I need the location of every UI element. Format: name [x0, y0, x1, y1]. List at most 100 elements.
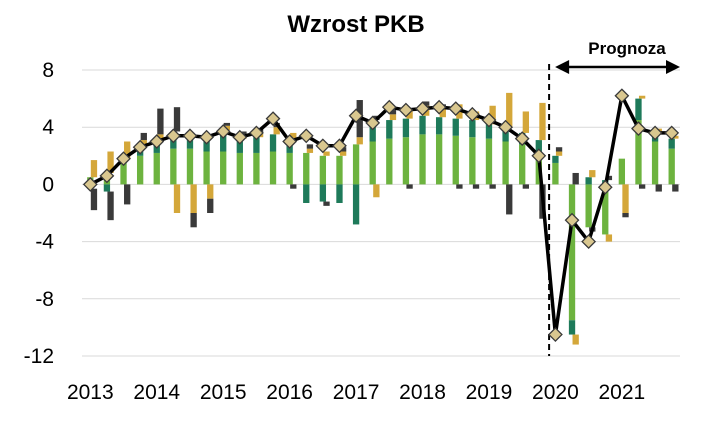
x-tick-label: 2015: [200, 381, 247, 404]
bar-series2: [236, 138, 243, 153]
y-tick-label: -4: [35, 231, 54, 254]
x-tick-label: 2019: [466, 381, 513, 404]
bar-series1: [170, 148, 177, 185]
bar-series3: [306, 148, 314, 153]
bar-series4: [456, 184, 463, 189]
gdp-growth-marker: [597, 179, 613, 195]
gdp-growth-marker: [348, 108, 364, 124]
bar-series1: [502, 141, 509, 185]
bar-series1: [435, 134, 443, 185]
gdp-growth-marker: [564, 212, 580, 228]
gdp-growth-marker: [498, 119, 514, 135]
gdp-growth-marker: [116, 151, 131, 167]
bar-series1: [585, 184, 592, 228]
bar-series2: [269, 134, 277, 152]
gdp-growth-marker: [132, 139, 148, 155]
bar-series1: [136, 155, 144, 185]
bar-series2: [568, 320, 576, 335]
bar-series2: [253, 137, 260, 153]
bar-series2: [469, 120, 476, 138]
bar-series1: [635, 120, 642, 185]
bar-series2: [585, 177, 592, 185]
gdp-growth-marker: [415, 101, 430, 117]
bar-series1: [519, 144, 526, 185]
bar-series1: [668, 148, 675, 185]
bar-series3: [373, 184, 380, 198]
gdp-growth-marker: [631, 121, 646, 137]
bar-series3: [290, 132, 297, 139]
bar-series3: [622, 184, 629, 213]
bar-series2: [552, 155, 559, 163]
bar-series4: [572, 172, 579, 185]
x-tick-label: 2013: [67, 381, 114, 404]
bar-series2: [369, 120, 376, 142]
bar-series4: [173, 107, 181, 132]
gdp-growth-marker: [82, 176, 98, 192]
gdp-growth-marker: [149, 134, 165, 149]
x-axis-ticks: 2013 2014 2015 2016 2017 2018 2019 2020 2021: [67, 381, 645, 404]
bar-series4: [207, 198, 214, 213]
gdp-growth-marker: [647, 125, 663, 141]
bar-series2: [220, 130, 227, 152]
bar-series4: [190, 213, 197, 228]
gdp-growth-marker: [265, 111, 281, 127]
bar-series2: [319, 184, 327, 202]
grid-layer: [82, 69, 680, 357]
gdp-growth-marker: [547, 327, 563, 342]
forecast-label: Prognoza: [588, 39, 666, 58]
bar-series1: [369, 141, 376, 185]
bar-series2: [352, 184, 360, 225]
bar-series1: [452, 135, 459, 185]
bar-series4: [672, 184, 679, 192]
bar-series1: [153, 152, 160, 185]
bar-series3: [522, 111, 530, 133]
bar-series2: [402, 118, 410, 138]
bar-series1: [552, 162, 559, 185]
bar-series2: [535, 140, 542, 152]
bar-series4: [655, 184, 662, 192]
gdp-growth-marker: [232, 129, 248, 145]
bar-series1: [352, 144, 360, 185]
bar-series3: [190, 184, 197, 213]
bar-series3: [323, 151, 330, 156]
gdp-growth-marker: [448, 101, 464, 117]
bar-series3: [605, 234, 613, 242]
bar-series2: [103, 184, 111, 192]
bar-series1: [220, 151, 227, 185]
gdp-growth-marker: [581, 234, 597, 250]
bar-series1: [203, 151, 210, 185]
y-tick-label: 0: [42, 173, 54, 196]
bar-series1: [186, 148, 194, 185]
bar-series2: [303, 184, 310, 203]
bar-series3: [339, 151, 347, 156]
bar-series3: [107, 151, 114, 173]
bar-series4: [555, 147, 563, 152]
bar-series4: [90, 188, 98, 211]
bar-series3: [439, 108, 446, 118]
bar-series1: [319, 155, 327, 185]
gdp-growth-marker: [664, 125, 680, 141]
bar-series4: [306, 144, 314, 149]
bar-series3: [506, 92, 513, 128]
bar-series4: [423, 101, 430, 106]
bar-series1: [618, 158, 626, 185]
bar-series4: [240, 131, 247, 135]
gdp-growth-marker: [248, 125, 264, 141]
bar-series3: [589, 170, 596, 178]
y-tick-label: -8: [35, 288, 54, 311]
bar-series4: [223, 122, 231, 126]
line-layer: [82, 88, 680, 342]
gdp-growth-marker: [531, 148, 547, 164]
gdp-growth-marker: [514, 131, 530, 147]
bar-series3: [638, 95, 646, 99]
bar-layer: [87, 92, 679, 345]
bar-series4: [323, 201, 330, 206]
x-tick-label: 2020: [532, 381, 579, 404]
bar-series2: [452, 118, 459, 136]
gdp-growth-marker: [431, 99, 447, 115]
gdp-growth-marker: [182, 128, 198, 144]
gdp-growth-marker: [315, 138, 331, 154]
bar-series4: [406, 184, 413, 189]
